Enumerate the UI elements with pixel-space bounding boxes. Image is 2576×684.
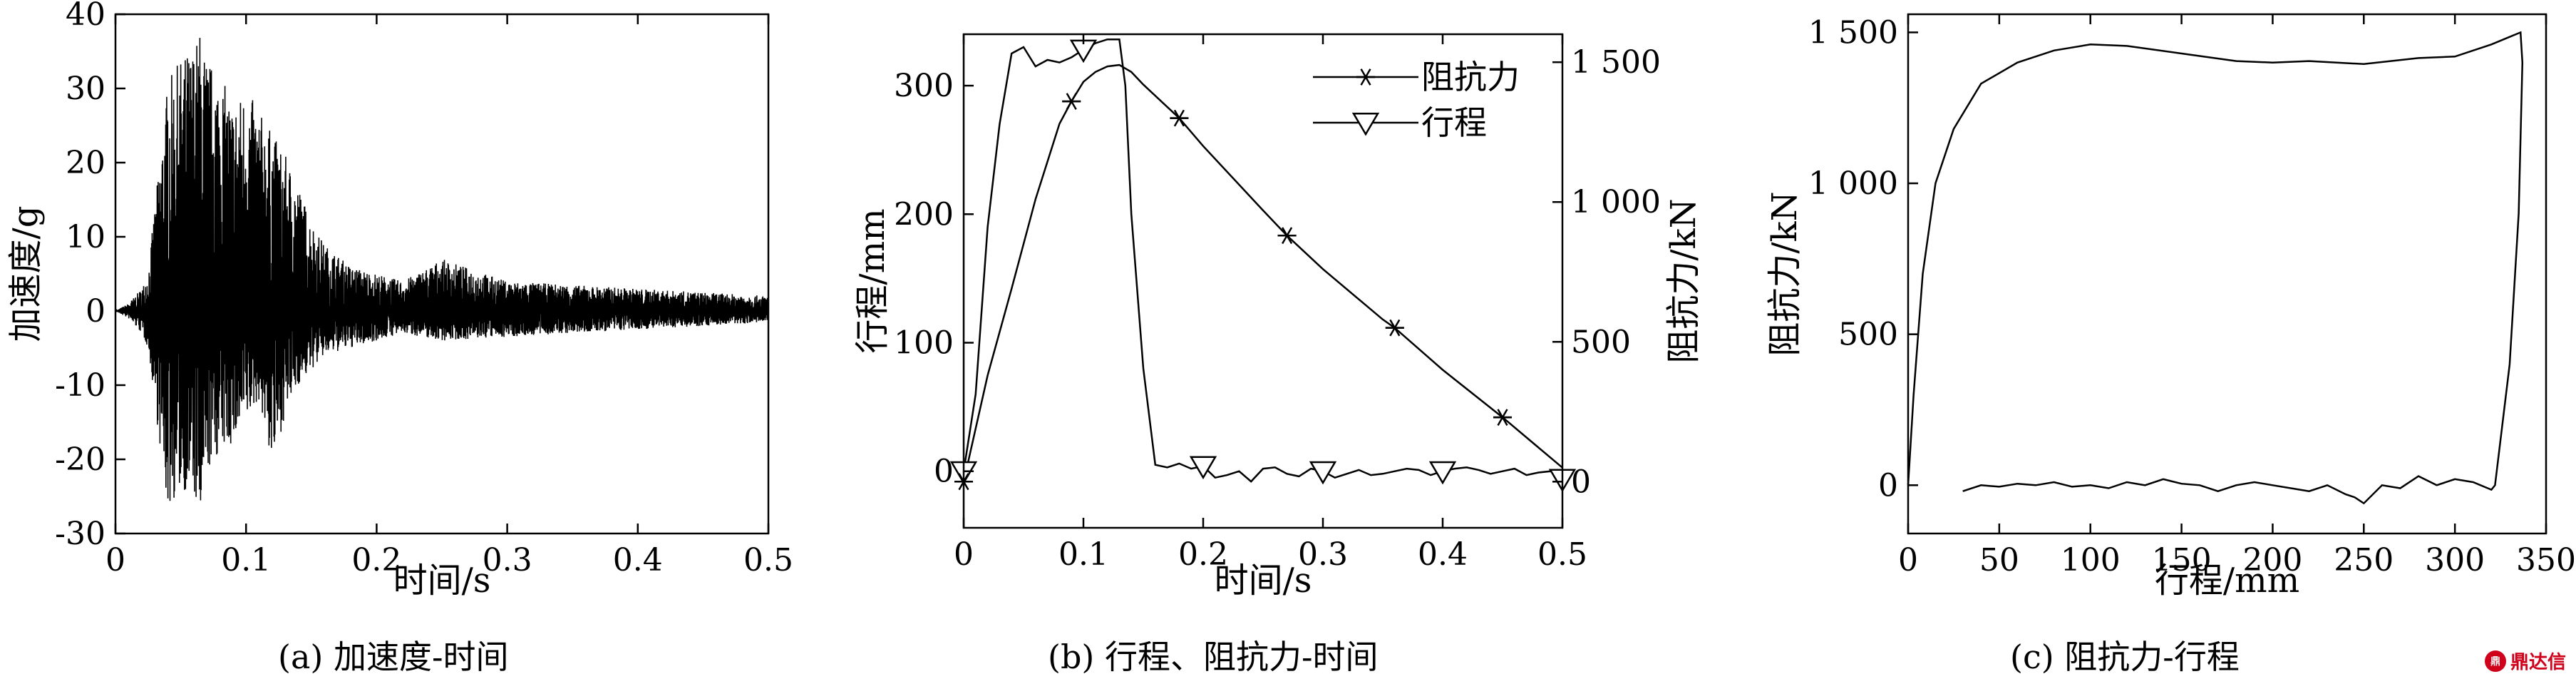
chart-b-ytick-label: 0 <box>934 454 954 490</box>
acceleration-series <box>115 38 769 501</box>
chart-a-ylabel: 加速度/g <box>6 206 46 342</box>
chart-a-ytick-label: 20 <box>66 145 105 181</box>
chart-b-ytick-label: 300 <box>894 68 954 104</box>
force-marker <box>1170 109 1189 127</box>
chart-a-xtick-label: 0.3 <box>483 542 532 578</box>
chart-c-xtick-label: 300 <box>2425 542 2485 578</box>
chart-c-xlabel: 行程/mm <box>2155 561 2299 601</box>
chart-a-xtick-label: 0.2 <box>351 542 401 578</box>
chart-b-ylabel: 行程/mm <box>852 208 892 353</box>
chart-a-ytick-label: 30 <box>66 71 105 107</box>
chart-b-xtick-label: 0.3 <box>1298 536 1348 573</box>
chart-b-y2tick-label: 1 000 <box>1571 184 1661 220</box>
chart-a-ytick-label: 40 <box>66 0 105 33</box>
chart-a-xtick-label: 0.4 <box>613 542 663 578</box>
chart-c-ytick-label: 500 <box>1838 317 1898 353</box>
chart-c-xtick-label: 250 <box>2334 542 2394 578</box>
chart-a-xlabel: 时间/s <box>393 561 491 601</box>
force-series-line <box>962 63 1563 482</box>
chart-a-ytick-label: -30 <box>55 516 105 552</box>
chart-a-ytick-label: -20 <box>55 441 105 478</box>
legend-stroke-label: 行程 <box>1421 103 1487 142</box>
chart-a-xtick-label: 0 <box>105 542 125 578</box>
stroke-marker <box>1309 461 1337 485</box>
chart-c-xtick-label: 100 <box>2061 542 2121 578</box>
force-marker <box>1385 319 1404 337</box>
plot-frame <box>1907 13 2547 535</box>
chart-b-ytick-label: 200 <box>894 196 954 233</box>
chart-b-xtick-label: 0.2 <box>1178 536 1228 573</box>
chart-a: 0 0.1 0.2 0.3 0.4 0.5 -30 -20 -10 0 10 20 30 40 时间/s 加速… <box>6 0 793 601</box>
chart-a-ytick-label: 10 <box>66 219 105 255</box>
chart-c-xtick-label: 150 <box>2152 542 2212 578</box>
chart-c-xtick-label: 350 <box>2516 542 2576 578</box>
watermark: 鼎 鼎达信 <box>2484 648 2566 674</box>
chart-b-y2tick-label: 500 <box>1571 324 1631 360</box>
chart-c-ytick-label: 0 <box>1878 467 1898 504</box>
chart-a-xtick-label: 0.5 <box>743 542 793 578</box>
stroke-series-line <box>962 38 1563 483</box>
legend-entry-stroke: 行程 <box>1313 103 1487 142</box>
chart-c-ytick-label: 1 000 <box>1808 165 1898 202</box>
chart-b-y2label: 阻抗力/kN <box>1664 198 1704 363</box>
force-marker <box>1277 227 1297 245</box>
chart-c-ylabel: 阻抗力/kN <box>1765 191 1805 356</box>
chart-b-ytick-label: 100 <box>894 325 954 362</box>
legend-entry-force: 阻抗力 <box>1313 58 1520 96</box>
chart-b-xtick-label: 0.1 <box>1058 536 1108 573</box>
chart-c-xtick-label: 50 <box>1979 542 2019 578</box>
legend-force-marker <box>1356 68 1375 86</box>
chart-b-y2tick-label: 0 <box>1571 464 1591 500</box>
caption-b: (b) 行程、阻抗力-时间 <box>1048 638 1379 676</box>
chart-c-ytick-label: 1 500 <box>1808 14 1898 51</box>
stroke-marker <box>1428 461 1457 485</box>
chart-b: 0 0.1 0.2 0.3 0.4 0.5 0 100 200 300 0 500 1 000 1 500… <box>852 33 1704 601</box>
chart-b-xtick-label: 0.5 <box>1537 536 1587 573</box>
watermark-text: 鼎达信 <box>2510 652 2566 673</box>
force-stroke-series <box>1907 31 2524 505</box>
stroke-marker <box>1189 456 1217 480</box>
caption-a: (a) 加速度-时间 <box>278 638 509 676</box>
chart-a-ytick-label: -10 <box>55 367 105 404</box>
force-marker <box>1062 93 1081 110</box>
chart-c: 0 50 100 150 200 250 300 350 0 500 1 000 1 500 行程/mm… <box>1765 13 2576 601</box>
force-marker <box>1493 409 1512 427</box>
chart-c-xtick-label: 0 <box>1898 542 1918 578</box>
chart-a-ytick-label: 0 <box>86 293 105 330</box>
caption-c: (c) 阻抗力-行程 <box>2010 638 2240 676</box>
chart-b-y2tick-label: 1 500 <box>1571 44 1661 81</box>
plot-frame <box>114 13 770 535</box>
chart-c-xtick-label: 200 <box>2242 542 2302 578</box>
chart-b-xtick-label: 0 <box>954 536 974 573</box>
plot-frame <box>962 33 1564 529</box>
chart-a-xtick-label: 0.1 <box>221 542 271 578</box>
legend-force-label: 阻抗力 <box>1421 58 1520 96</box>
legend-stroke-marker <box>1351 113 1380 136</box>
chart-b-xtick-label: 0.4 <box>1418 536 1468 573</box>
seal-icon: 鼎 <box>2484 650 2506 672</box>
chart-b-xlabel: 时间/s <box>1215 561 1312 601</box>
